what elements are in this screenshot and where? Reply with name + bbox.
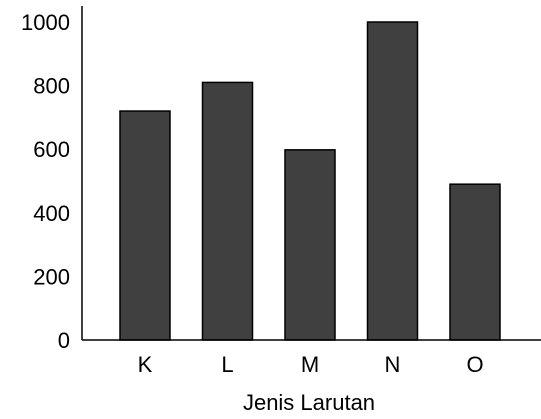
y-tick-label: 200 <box>33 264 70 289</box>
bar-N <box>366 21 419 341</box>
x-tick-label: M <box>301 352 319 377</box>
y-tick-label: 0 <box>58 328 70 353</box>
y-tick-label: 600 <box>33 137 70 162</box>
bar-M <box>284 149 336 341</box>
x-tick-label: K <box>138 352 153 377</box>
x-tick-labels: K L M N O <box>138 352 484 377</box>
x-axis-title: Jenis Larutan <box>243 390 375 415</box>
y-tick-labels: 0 200 400 600 800 1000 <box>21 10 70 353</box>
bar-L <box>201 81 254 341</box>
bar-K <box>119 110 171 341</box>
bars <box>119 21 501 341</box>
x-tick-label: N <box>385 352 401 377</box>
x-tick-label: O <box>466 352 483 377</box>
y-tick-label: 400 <box>33 201 70 226</box>
bar-O <box>449 183 501 341</box>
x-tick-label: L <box>221 352 233 377</box>
y-tick-label: 800 <box>33 74 70 99</box>
y-tick-label: 1000 <box>21 10 70 35</box>
